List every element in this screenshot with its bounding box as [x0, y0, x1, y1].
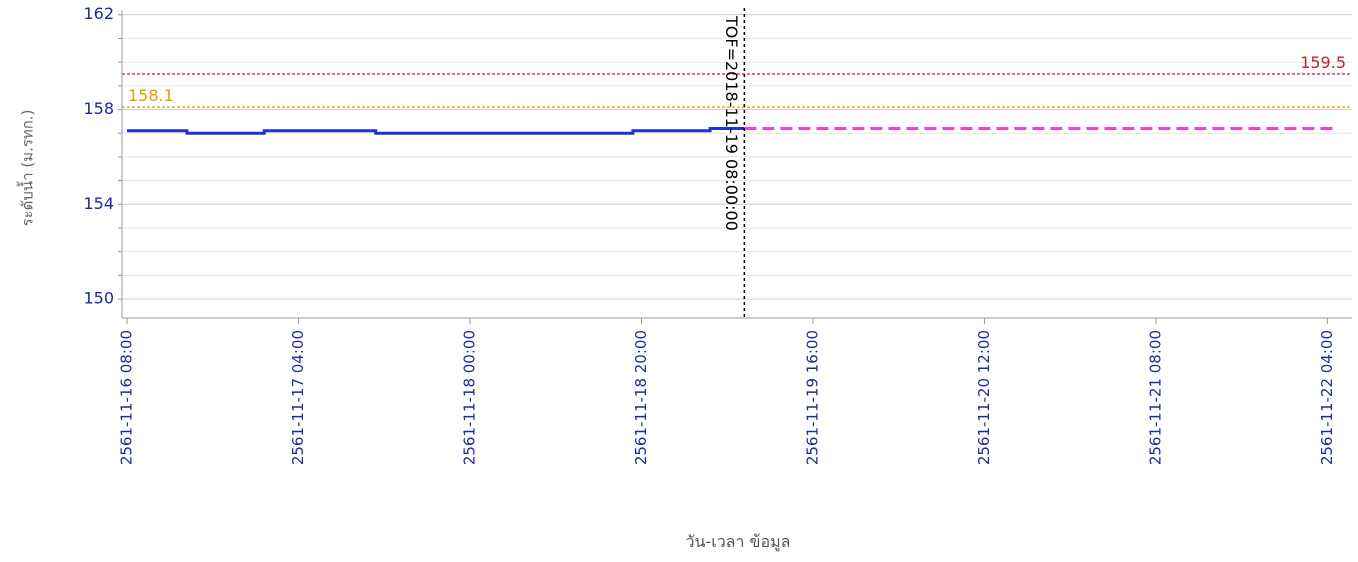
- x-tick-label: 2561-11-17 04:00: [289, 330, 307, 465]
- x-tick-label: 2561-11-18 20:00: [632, 330, 650, 465]
- tick-labels: 150 154 158 162 2561-11-16 08:00 2561-11-17 0…: [83, 4, 1335, 465]
- axes: [118, 10, 1352, 324]
- tof-marker: TOF=2018-11-19 08:00:00: [722, 8, 746, 318]
- threshold-lines: 159.5 158.1: [122, 53, 1352, 108]
- threshold-label: 159.5: [1300, 53, 1346, 72]
- y-tick-label: 154: [83, 194, 114, 213]
- y-tick-label: 158: [83, 99, 114, 118]
- observed-series-line: [127, 127, 745, 135]
- grid: [122, 14, 1352, 300]
- x-tick-label: 2561-11-22 04:00: [1318, 330, 1336, 465]
- x-tick-label: 2561-11-21 08:00: [1146, 330, 1164, 465]
- threshold-label: 158.1: [128, 86, 174, 105]
- y-tick-label: 150: [83, 289, 114, 308]
- x-tick-label: 2561-11-19 16:00: [803, 330, 821, 465]
- x-axis-label: วัน-เวลา ข้อมูล: [686, 532, 791, 552]
- y-tick-label: 162: [83, 4, 114, 23]
- y-axis-label: ระดับน้ำ (ม.รทก.): [17, 110, 37, 227]
- x-tick-label: 2561-11-18 00:00: [460, 330, 478, 465]
- x-tick-label: 2561-11-20 12:00: [975, 330, 993, 465]
- x-tick-label: 2561-11-16 08:00: [118, 330, 136, 465]
- tof-marker-label: TOF=2018-11-19 08:00:00: [722, 15, 741, 231]
- series-lines: [127, 127, 1336, 135]
